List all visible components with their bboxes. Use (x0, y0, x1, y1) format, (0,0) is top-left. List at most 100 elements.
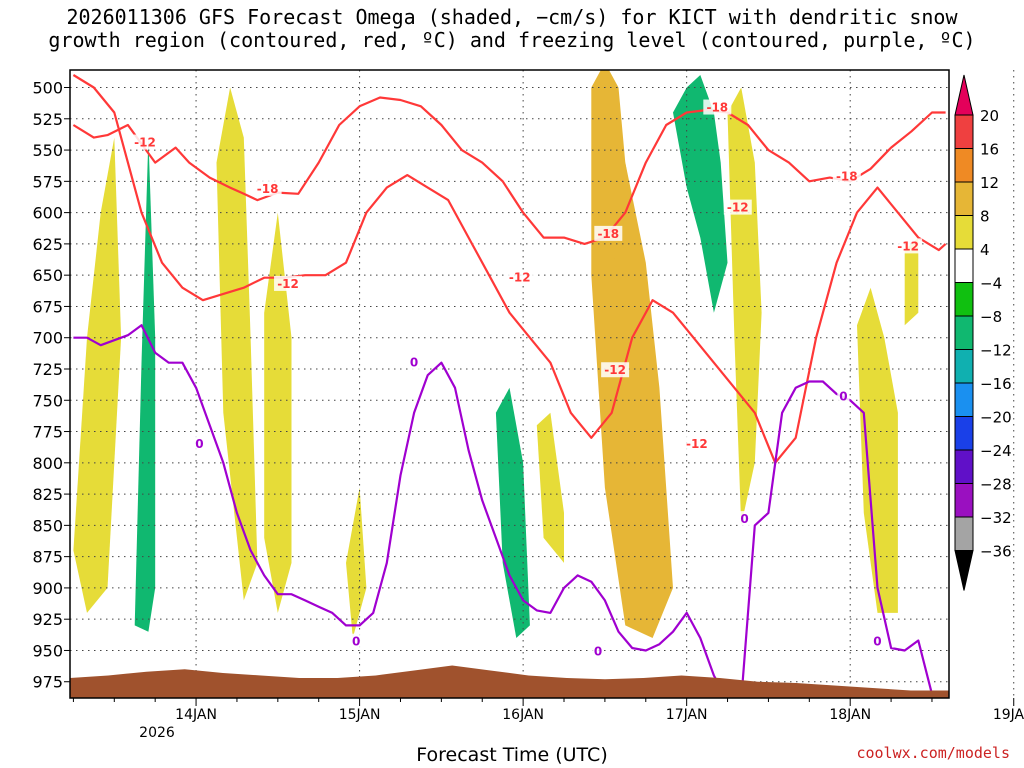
y-tick-label-800: 800 (32, 454, 63, 473)
x-axis-title: Forecast Time (UTC) (416, 744, 608, 766)
colorbar-label--36: −36 (980, 543, 1012, 561)
y-tick-label-675: 675 (32, 297, 63, 316)
x-tick-label-19JAN: 19JAN (993, 707, 1024, 723)
y-tick-label-900: 900 (32, 579, 63, 598)
x-tick-label-17JAN: 17JAN (666, 707, 708, 723)
y-tick-label-700: 700 (32, 329, 63, 348)
contour-label-8: -12 (727, 201, 749, 215)
colorbar-bottom-arrow (954, 550, 974, 591)
plot-frame (69, 69, 950, 699)
contour-label-bg (738, 511, 751, 527)
contour-label-bg (682, 436, 711, 452)
contour-label-bg (723, 199, 752, 215)
y-tick-label-975: 975 (32, 673, 63, 692)
x-axis: 2026 14JAN15JAN16JAN17JAN18JAN19JAN20JAN (72, 698, 1024, 741)
colorbar-label-8: 8 (980, 208, 990, 226)
contour-label-bg (837, 388, 850, 404)
y-tick-label-650: 650 (32, 266, 63, 285)
y-tick-label-625: 625 (32, 235, 63, 254)
omega-plume-18jan-east (727, 87, 762, 526)
colorbar: 20 16 12 8 4 −4 −8 −12 −16 −20 −24 −28 −32 −36 (954, 74, 1012, 591)
contour-label-13: 0 (410, 356, 418, 370)
omega-plume-16jan-up (495, 387, 530, 638)
colorbar-label--28: −28 (980, 476, 1012, 494)
contour-label-bg (601, 362, 630, 378)
freezing-level-0c (73, 324, 946, 698)
y-tick-label-600: 600 (32, 204, 63, 223)
x-tick-label-18JAN: 18JAN (829, 707, 871, 723)
contour-label-bg (505, 269, 534, 285)
y-tick-label-750: 750 (32, 391, 63, 410)
colorbar-label--32: −32 (980, 509, 1012, 527)
colorbar-swatch--8 (954, 315, 974, 350)
y-tick-label-950: 950 (32, 641, 63, 660)
contour-label-7: -18 (706, 101, 728, 115)
colorbar-label-12: 12 (980, 174, 999, 192)
colorbar-swatch-12 (954, 181, 974, 216)
colorbar-top-arrow (954, 74, 974, 116)
contour-label-2: -12 (277, 277, 299, 291)
colorbar-label--16: −16 (980, 375, 1012, 393)
omega-plume-20jan (904, 237, 919, 326)
gridlines (70, 70, 1015, 698)
chart-title: 2026011306 GFS Forecast Omega (shaded, −… (0, 6, 1024, 52)
colorbar-swatch--12 (954, 349, 974, 384)
omega-plume-14jan-west (73, 137, 122, 613)
colorbar-swatch--24 (954, 449, 974, 484)
contour-label-1: -18 (257, 182, 279, 196)
contour-label-bg (130, 134, 159, 150)
colorbar-swatch--20 (954, 416, 974, 451)
omega-plume-19jan (857, 287, 898, 613)
contour-label-0: -12 (134, 136, 156, 150)
x-tick-year-label: 2026 (139, 725, 175, 741)
plot-background (70, 70, 949, 698)
omega-plume-14jan-east (264, 212, 292, 613)
contour-label-bg (350, 633, 363, 649)
contour-label-3: -12 (509, 271, 531, 285)
colorbar-swatch--16 (954, 382, 974, 417)
colorbar-swatch-8 (954, 215, 974, 250)
dgz-minus18-upper (72, 96, 946, 245)
contour-label-bg (193, 436, 206, 452)
y-tick-label-875: 875 (32, 548, 63, 567)
terrain-fill (70, 665, 949, 698)
contour-label-5: -12 (604, 363, 626, 377)
y-tick-label-850: 850 (32, 516, 63, 535)
y-axis: 500 525 550 575 600 625 650 675 700 725 750 775 800 8… (32, 79, 70, 692)
omega-plume-17jan-up (673, 75, 728, 313)
contour-label-15: 0 (740, 512, 748, 526)
contour-label-10: -12 (897, 239, 919, 253)
chart-title-line2: growth region (contoured, red, ºC) and f… (48, 28, 976, 52)
colorbar-label-16: 16 (980, 141, 999, 159)
contour-label-bg (703, 99, 732, 115)
colorbar-swatch-4 (954, 248, 974, 283)
y-tick-label-550: 550 (32, 141, 63, 160)
omega-plume-14jan-core (216, 87, 258, 601)
contour-label-bg (894, 238, 923, 254)
colorbar-label-20: 20 (980, 107, 999, 125)
contour-label-bg (871, 633, 884, 649)
colorbar-label--24: −24 (980, 442, 1012, 460)
colorbar-swatch-20 (954, 114, 974, 149)
contour-label-6: -12 (686, 437, 708, 451)
contour-label-bg (832, 168, 861, 184)
y-tick-label-725: 725 (32, 360, 63, 379)
colorbar-label-4: 4 (980, 241, 990, 259)
contour-label-bg (408, 354, 421, 370)
colorbar-label--20: −20 (980, 409, 1012, 427)
contour-label-bg (592, 643, 605, 659)
omega-shading (73, 70, 919, 638)
contour-label-11: 0 (195, 437, 203, 451)
omega-plume-14jan-up (134, 137, 156, 632)
contour-label-4: -18 (597, 227, 619, 241)
contour-label-12: 0 (352, 635, 360, 649)
y-tick-label-575: 575 (32, 172, 63, 191)
x-tick-label-14JAN: 14JAN (175, 707, 217, 723)
chart-title-line1: 2026011306 GFS Forecast Omega (shaded, −… (66, 5, 958, 29)
colorbar-label--8: −8 (980, 308, 1002, 326)
colorbar-swatch--28 (954, 483, 974, 518)
contour-label-bg (274, 275, 303, 291)
y-tick-label-825: 825 (32, 485, 63, 504)
terrain-surface (70, 665, 949, 698)
